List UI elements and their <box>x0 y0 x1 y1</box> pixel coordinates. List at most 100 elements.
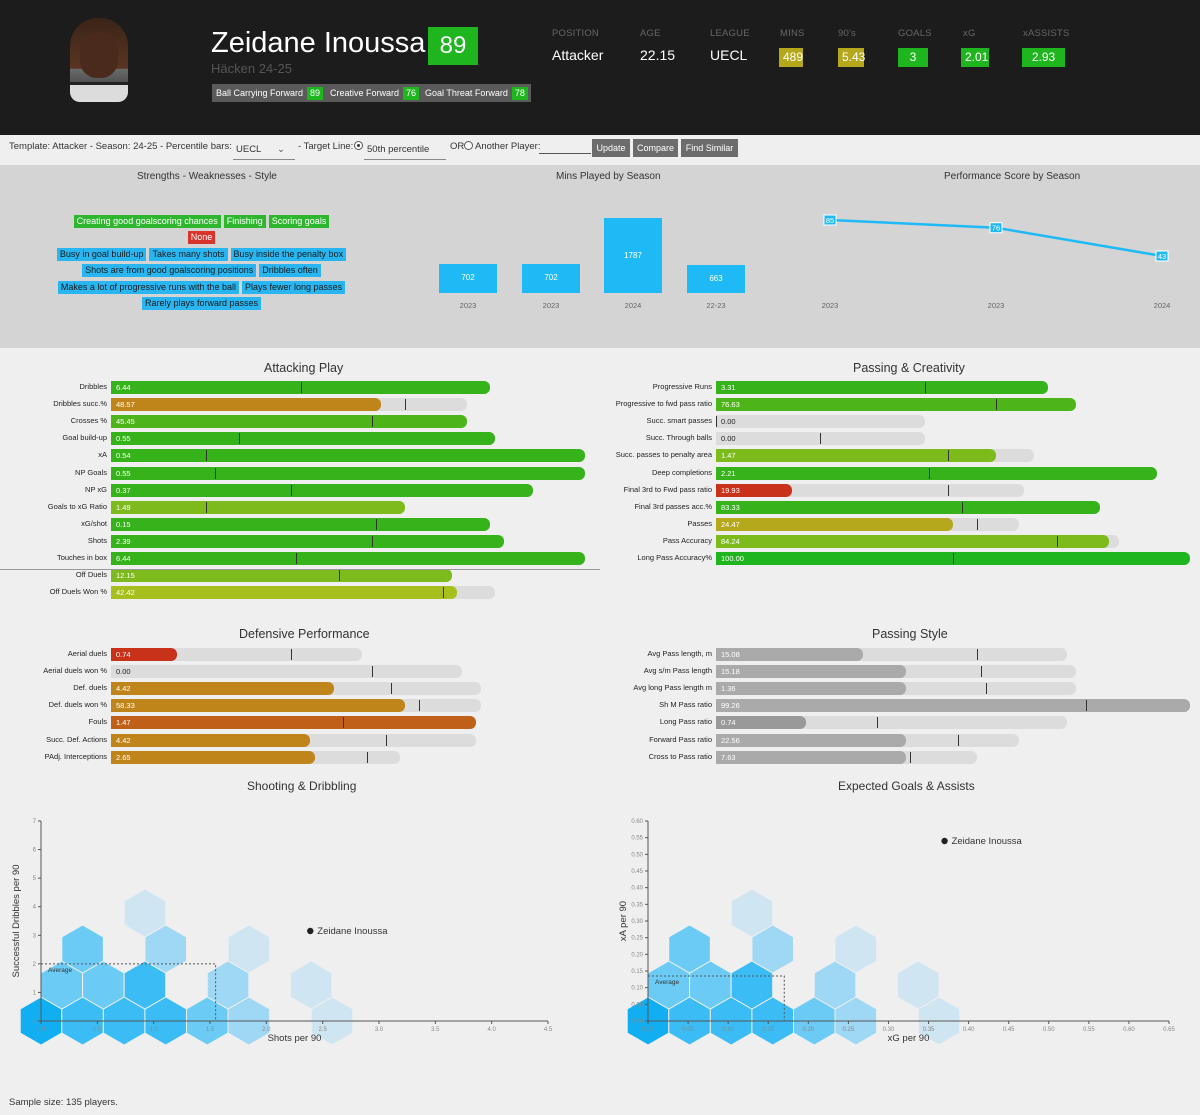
stat-bar-fill <box>111 699 405 713</box>
hex-bin <box>61 924 104 974</box>
percentile-select[interactable]: UECL ⌄ <box>233 139 295 160</box>
stat-bar-value: 1.49 <box>116 502 131 512</box>
stat-bar-fill <box>716 500 1100 514</box>
stat-bar-value: 45.45 <box>116 417 135 427</box>
y-tick-label: 2 <box>33 962 37 968</box>
stat-bar-value: 1.47 <box>721 451 736 461</box>
stat-bar-fill <box>111 415 467 429</box>
y-tick-label: 0.30 <box>631 919 643 925</box>
target-line-marker <box>338 570 340 582</box>
stat-bar-label: Goal build-up <box>62 433 107 443</box>
another-player-radio[interactable] <box>464 141 473 150</box>
role-badge: Goal Threat Forward 78 <box>421 84 531 102</box>
x-tick-label: 0.35 <box>923 1027 935 1033</box>
mins-x-label: 2024 <box>624 301 642 310</box>
stat-label: AGE <box>640 28 661 39</box>
target-line-marker <box>910 751 912 763</box>
sample-size: Sample size: 135 players. <box>9 1097 118 1108</box>
y-tick-label: 0.05 <box>631 1002 643 1008</box>
target-radio[interactable] <box>354 141 363 150</box>
y-tick-label: 0.25 <box>631 936 643 942</box>
target-line-marker <box>981 666 983 678</box>
target-select[interactable]: 50th percentile <box>364 139 446 160</box>
stat-bar-value: 83.33 <box>721 502 740 512</box>
stat-bar-value: 42.42 <box>116 588 135 598</box>
stat-bar-fill <box>111 517 491 531</box>
strength-tag: Finishing <box>223 215 266 228</box>
target-line-marker <box>371 666 373 678</box>
x-tick-label: 0.60 <box>1123 1027 1135 1033</box>
tag-row: Busy in goal build-up Takes many shots Bus… <box>0 248 403 261</box>
stat-bar-label: Dribbles <box>79 382 107 391</box>
stat-bar-label: Long Pass Accuracy% <box>637 553 712 562</box>
stat-bar-track <box>111 665 462 679</box>
target-line-marker <box>300 382 302 393</box>
xg-xa-chart: 0.00 0.05 0.10 0.15 0.20 0.25 0.30 0.35 0.40 0.45… <box>618 819 1175 1045</box>
performance-point <box>989 222 1003 234</box>
hex-bin <box>896 960 940 1010</box>
stat-bar-label: Goals to xG Ratio <box>47 501 107 511</box>
target-line-marker <box>295 553 297 564</box>
update-button[interactable]: Update <box>592 139 630 157</box>
stat-bar-value: 58.33 <box>116 701 135 711</box>
target-line-marker <box>1085 700 1087 712</box>
stat-bar-fill <box>716 750 906 764</box>
stat-bar-label: Fouls <box>88 717 107 727</box>
weakness-tag: None <box>187 231 216 244</box>
stat-value-box: 489 <box>779 48 803 67</box>
stat-bar-fill <box>111 483 533 497</box>
stat-bar-label: Avg Pass length, m <box>647 649 712 658</box>
x-tick-label: 3.0 <box>375 1027 384 1033</box>
tag-row: Rarely plays forward passes <box>0 296 403 310</box>
x-tick-label: 0.10 <box>722 1027 734 1033</box>
stat-bar-value: 0.74 <box>721 718 736 728</box>
tag-row: Shots are from good goalscoring position… <box>0 264 403 278</box>
x-tick-label: 0.45 <box>1003 1027 1015 1033</box>
find-similar-button[interactable]: Find Similar <box>681 139 738 157</box>
target-line-marker <box>1057 535 1059 547</box>
target-line-marker <box>995 399 997 411</box>
target-line-marker <box>924 382 926 393</box>
compare-button[interactable]: Compare <box>633 139 678 157</box>
stat-bar-value: 15.08 <box>721 650 740 659</box>
tag-row: Makes a lot of progressive runs with the… <box>0 280 403 294</box>
chevron-down-icon: ⌄ <box>277 144 285 155</box>
y-tick-label: 1 <box>33 990 37 996</box>
x-tick-label: 1.0 <box>149 1027 158 1033</box>
x-tick-label: 0.00 <box>642 1027 654 1033</box>
player-point-label: Zeidane Inoussa <box>317 926 388 937</box>
stat-bar-label: Succ. passes to penalty area <box>615 450 712 460</box>
stat-bar-fill <box>111 432 495 446</box>
stat-label: xASSISTS <box>1023 28 1070 39</box>
stat-bar-label: Succ. Def. Actions <box>46 734 107 744</box>
stat-bar-value: 84.24 <box>721 536 740 546</box>
mins-bar: 663 <box>687 265 745 293</box>
player-point <box>307 927 314 935</box>
average-box <box>648 975 785 1021</box>
stat-bar-fill <box>111 552 585 565</box>
y-axis-title: xA per 90 <box>618 901 629 941</box>
stat-bar-fill <box>716 733 906 747</box>
stat-bar-label: Aerial duels won % <box>43 666 107 676</box>
hex-bin <box>123 888 167 938</box>
x-tick-label: 0.55 <box>1083 1027 1095 1033</box>
stat-value: 22.15 <box>640 47 676 63</box>
y-tick-label: 0.15 <box>631 969 643 975</box>
target-line-marker <box>238 433 240 445</box>
style-tag: Plays fewer long passes <box>242 280 346 294</box>
mins-x-label: 2023 <box>542 301 560 310</box>
y-tick-label: 0.35 <box>631 902 643 908</box>
stat-label: POSITION <box>552 28 599 39</box>
stat-bar-value: 0.15 <box>116 519 131 529</box>
performance-point-label: 85 <box>826 216 834 225</box>
strength-tag: Creating good goalscoring chances <box>73 215 221 228</box>
another-player-input[interactable] <box>539 139 591 154</box>
stat-bar-value: 19.93 <box>721 485 740 495</box>
stat-label: MINS <box>780 28 805 39</box>
stat-bar-label: xG/shot <box>81 518 107 528</box>
strength-tag: Scoring goals <box>268 215 330 228</box>
x-tick-label: 3.5 <box>431 1027 440 1033</box>
stat-bar-label: Off Duels Won % <box>49 587 107 597</box>
stat-bar-label: NP xG <box>85 484 107 494</box>
tag-row: Creating good goalscoring chances Finishi… <box>0 215 403 228</box>
